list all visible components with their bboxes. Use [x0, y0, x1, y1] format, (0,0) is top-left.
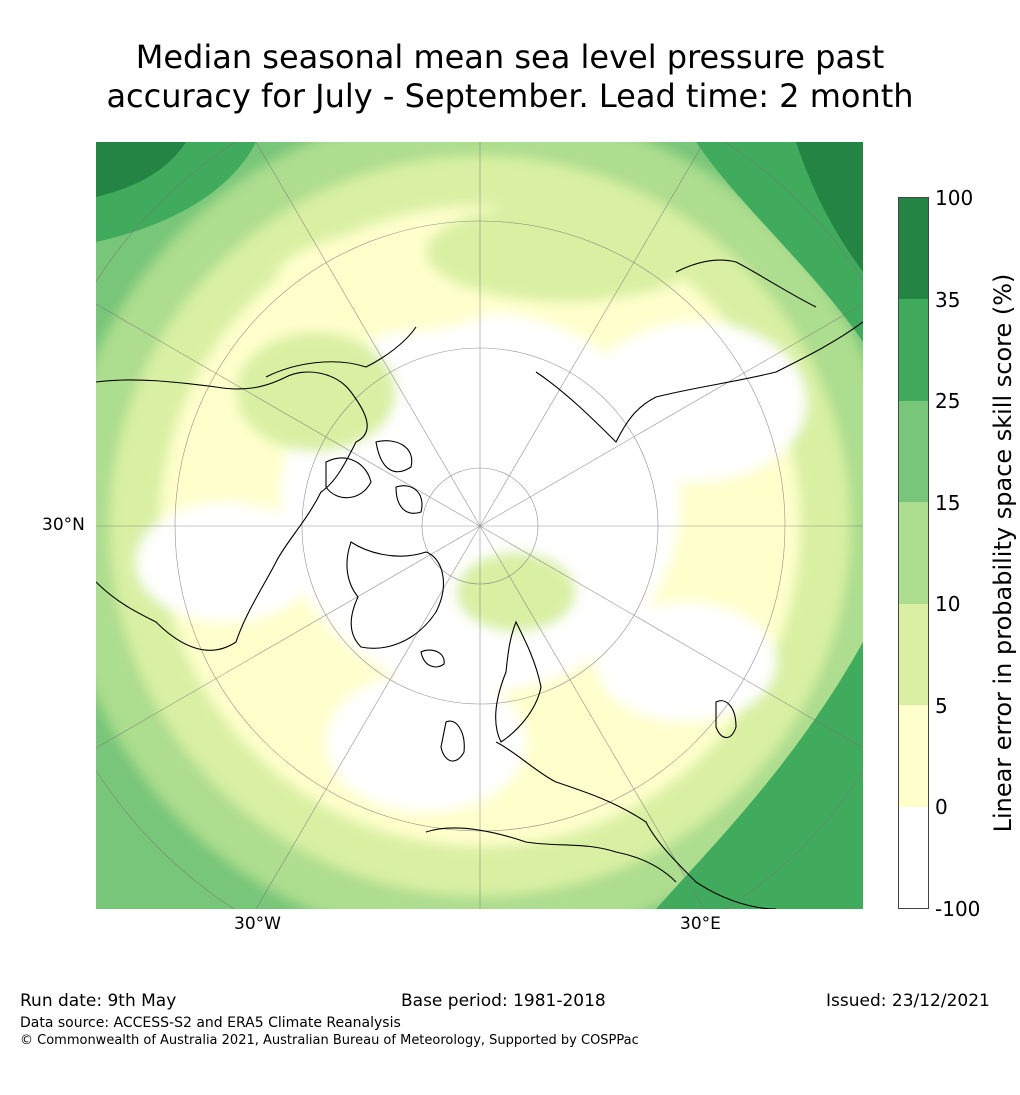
- data-source: Data source: ACCESS-S2 and ERA5 Climate …: [20, 1015, 401, 1031]
- colorbar: [898, 197, 929, 909]
- colorbar-bin-35-100: [899, 198, 928, 299]
- title-line-1: Median seasonal mean sea level pressure …: [135, 38, 885, 76]
- graticule: [96, 142, 863, 909]
- title-line-2: accuracy for July - September. Lead time…: [106, 77, 914, 115]
- high-skill-zones: [96, 142, 863, 909]
- copyright: © Commonwealth of Australia 2021, Austra…: [20, 1033, 639, 1048]
- colorbar-title: Linear error in probability space skill …: [989, 273, 1017, 833]
- run-date: Run date: 9th May: [20, 991, 177, 1011]
- siberia-coast: [675, 259, 817, 308]
- colorbar-bin-10-15: [899, 502, 928, 604]
- colorbar-tick-15: 15: [935, 491, 961, 515]
- chart-title: Median seasonal mean sea level pressure …: [0, 38, 1020, 116]
- colorbar-bin-neg100-0: [899, 807, 928, 908]
- scandinavia-coast: [495, 620, 542, 743]
- caspian-coast: [715, 700, 737, 739]
- colorbar-bin-5-10: [899, 604, 928, 705]
- arctic-islands: [325, 440, 423, 514]
- colorbar-tick-35: 35: [935, 288, 961, 312]
- colorbar-bin-0-5: [899, 705, 928, 807]
- polar-skill-map: [96, 142, 863, 909]
- britain-coast: [440, 720, 465, 762]
- lat-label-30n: 30°N: [42, 515, 85, 535]
- coastlines: [96, 259, 863, 909]
- colorbar-tick-25: 25: [935, 389, 961, 413]
- lon-label-30e: 30°E: [680, 914, 721, 934]
- mediterranean-coast: [425, 827, 677, 883]
- europe-coast: [495, 741, 777, 909]
- lon-label-30w: 30°W: [234, 914, 281, 934]
- colorbar-tick-100: 100: [935, 186, 974, 210]
- canada-coast: [96, 371, 368, 651]
- issued-date: Issued: 23/12/2021: [826, 991, 990, 1011]
- iceland-coast: [420, 649, 445, 668]
- colorbar-bin-25-35: [899, 299, 928, 401]
- colorbar-bin-15-25: [899, 401, 928, 502]
- greenland-coast: [346, 541, 444, 649]
- base-period: Base period: 1981-2018: [401, 991, 606, 1011]
- alaska-coast: [265, 326, 417, 378]
- colorbar-tick-5: 5: [935, 694, 948, 718]
- russia-coast: [535, 321, 863, 443]
- colorbar-tick-0: 0: [935, 795, 948, 819]
- colorbar-tick-10: 10: [935, 592, 961, 616]
- colorbar-tick-neg100: -100: [935, 897, 981, 921]
